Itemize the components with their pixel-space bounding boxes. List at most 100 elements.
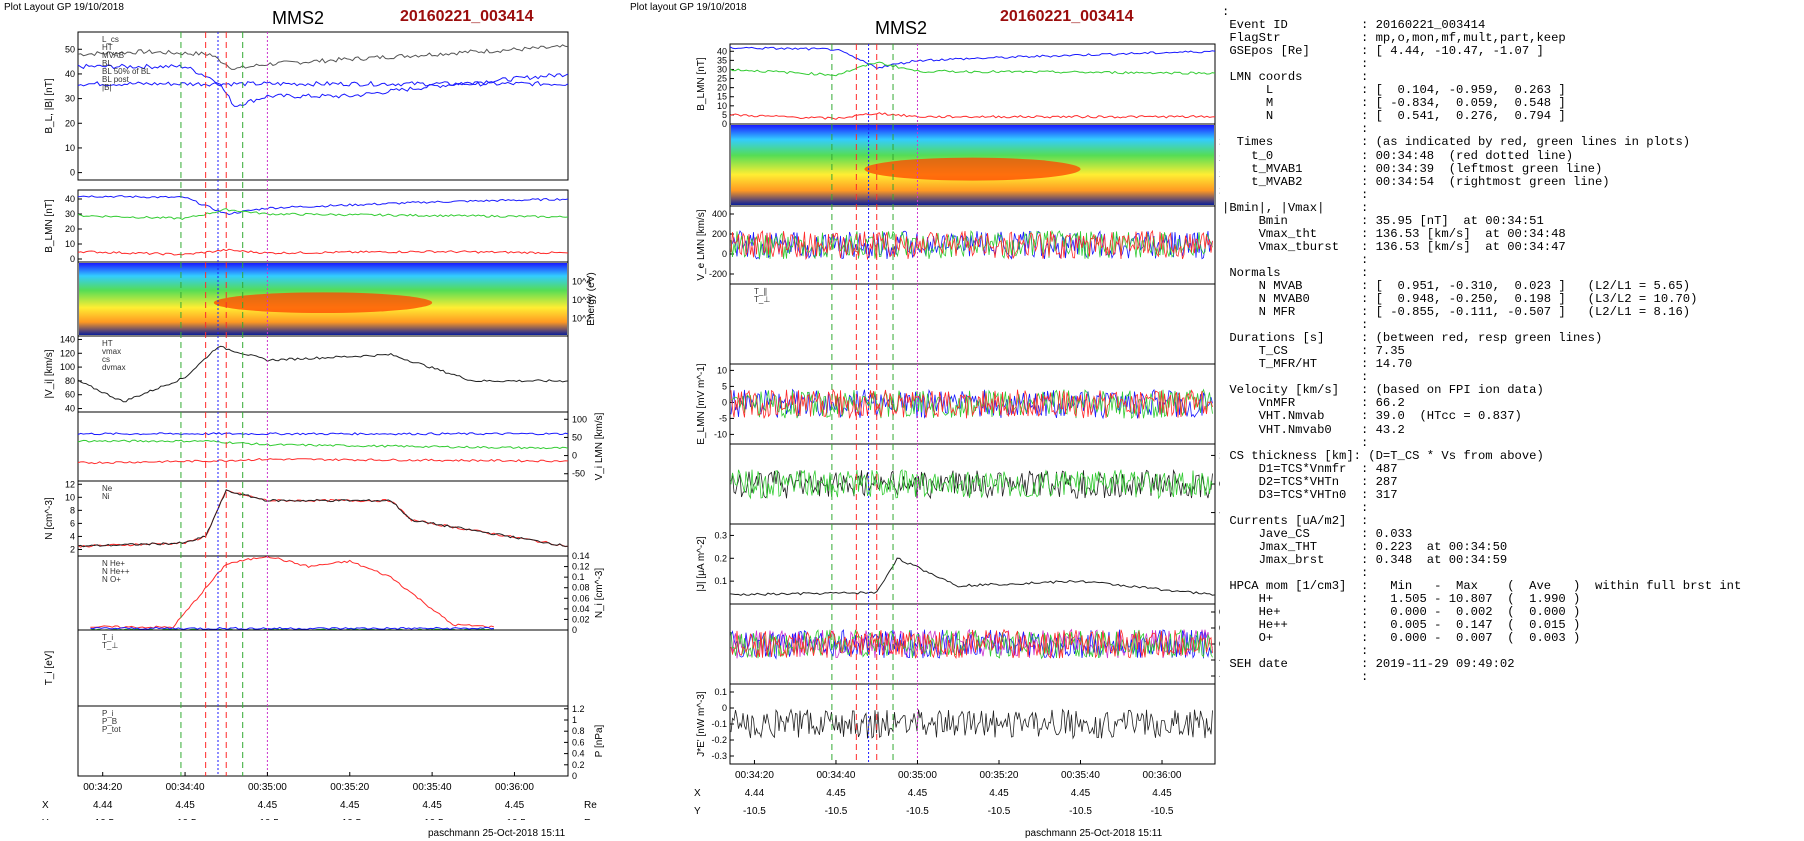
series-n-he- xyxy=(90,555,495,629)
coord-value: -10.5 xyxy=(825,806,848,817)
panel-frame xyxy=(729,443,1216,525)
coord-value: 4.45 xyxy=(1071,788,1091,799)
info-line: : xyxy=(1222,370,1369,385)
info-line: : xyxy=(1222,435,1369,450)
y-axis-label: V_i LMN [km/s] xyxy=(594,412,605,480)
series-v-m xyxy=(77,439,569,450)
x-tick-label: 00:36:00 xyxy=(495,782,534,793)
info-line: N MVAB : [ 0.951, -0.310, 0.023 ] (L2/L1… xyxy=(1222,278,1691,293)
y-axis-label: T_i [eV] xyxy=(44,651,55,686)
y-axis-label: |V_i| [km/s] xyxy=(44,349,55,398)
y-tick-label: 0.2 xyxy=(572,760,585,770)
coord-value: 4.45 xyxy=(989,788,1009,799)
coord-label: Y xyxy=(694,806,701,817)
series--j- xyxy=(729,557,1216,596)
y-tick-label: 20 xyxy=(717,83,727,93)
coord-value: -10.5 xyxy=(174,818,197,820)
coord-value: 4.45 xyxy=(1152,788,1172,799)
panel-8: -0.2-0.100.10.2J [μA m^-2] xyxy=(729,603,1220,685)
x-tick-label: 00:35:40 xyxy=(1061,770,1100,781)
x-tick-label: 00:34:40 xyxy=(166,782,205,793)
legend-entry: N He++ xyxy=(102,567,130,576)
y-axis-label: B_LMN [nT] xyxy=(696,57,707,111)
info-line: t_MVAB1 : 00:34:39 (leftmost green line) xyxy=(1222,161,1603,176)
coord-value: -10.5 xyxy=(1069,806,1092,817)
panel-9: 00.20.4 0.60.811.2 P [nPa] P_iP_BP_tot xyxy=(77,704,605,781)
y-tick-label: 0 xyxy=(572,771,577,781)
panel-frame xyxy=(729,283,1216,365)
info-line: : xyxy=(1222,122,1369,137)
info-line: He++ : 0.005 - 0.147 ( 0.015 ) xyxy=(1222,618,1581,633)
legend-entry: T_∥ xyxy=(754,287,767,296)
info-line: : xyxy=(1222,644,1369,659)
y-tick-label: 1 xyxy=(572,715,577,725)
coord-value: -10.5 xyxy=(421,818,444,820)
series-b-n xyxy=(729,112,1216,120)
info-line: FlagStr : mp,o,mon,mf,mult,part,keep xyxy=(1222,31,1566,46)
energy-axis-label: Energy (eV) xyxy=(586,272,597,325)
info-line: SEH date : 2019-11-29 09:49:02 xyxy=(1222,657,1515,672)
info-line: Normals : xyxy=(1222,265,1369,280)
series-b-m xyxy=(729,61,1216,77)
y-tick-label: 60 xyxy=(65,390,75,400)
x-tick-label: 00:36:00 xyxy=(1143,770,1182,781)
y-axis-label: E_LMN [mV m^-1] xyxy=(696,363,707,445)
info-line: t_MVAB2 : 00:34:54 (rightmost green line… xyxy=(1222,174,1610,189)
energy-tick-label: 10^2 xyxy=(572,314,591,324)
coord-value: 4.45 xyxy=(422,800,442,811)
info-line: L : [ 0.104, -0.959, 0.263 ] xyxy=(1222,83,1566,98)
coord-value: 4.45 xyxy=(340,800,360,811)
panel-frame xyxy=(77,555,569,631)
y-axis-label: N_i [cm^-3] xyxy=(594,568,605,618)
info-line: |Bmin|, |Vmax| : xyxy=(1222,200,1369,215)
series-v-n xyxy=(77,457,569,465)
series-j-m xyxy=(730,629,1213,660)
y-tick-label: 20 xyxy=(65,224,75,234)
y-axis-label: V_e LMN [km/s] xyxy=(696,209,707,280)
y-tick-label: 10 xyxy=(1219,450,1220,460)
legend-entry: HT xyxy=(102,339,113,348)
coord-unit: Re xyxy=(584,800,597,811)
y-tick-label: -200 xyxy=(709,269,727,279)
legend-entry: L_cs xyxy=(102,35,119,44)
series--b- xyxy=(77,44,569,70)
panel-8: T_i [eV] T_iT_⊥ xyxy=(44,629,569,707)
info-line: H+ : 1.505 - 10.807 ( 1.990 ) xyxy=(1222,592,1581,607)
panel-5: -10 -5 0 5 10 E_LMN [mV m^-1] xyxy=(696,363,1216,445)
y-tick-label: 4 xyxy=(70,531,75,541)
coord-value: -10.5 xyxy=(338,818,361,820)
info-line: D3=TCS*VHTn0 : 317 xyxy=(1222,487,1398,502)
legend-entry: MVAB xyxy=(102,51,124,60)
panel-6: -10010E_M [mV m^-1] xyxy=(729,443,1220,525)
series-v-n xyxy=(730,229,1213,261)
legend-entry: BL xyxy=(102,59,112,68)
panel-4: T_e [eV]T_∥T_⊥ xyxy=(729,283,1216,365)
energy-tick-label: 10^2 xyxy=(1219,169,1220,179)
y-tick-label: 100 xyxy=(572,414,587,424)
y-tick-label: 0 xyxy=(722,397,727,407)
y-tick-label: 30 xyxy=(65,209,75,219)
panel-2: Energy (eV)10^110^210^310^4 xyxy=(729,123,1220,207)
series-e-n xyxy=(730,388,1213,419)
panel-3: Energy (eV)10^2 10^3 10^4 xyxy=(77,261,597,337)
y-tick-label: 0 xyxy=(722,703,727,713)
y-tick-label: 0 xyxy=(1219,479,1220,489)
info-line: : xyxy=(1222,566,1369,581)
energy-tick-label: 10^4 xyxy=(1219,136,1220,146)
info-line: M : [ -0.834, 0.059, 0.548 ] xyxy=(1222,96,1566,111)
info-line: : xyxy=(1222,670,1369,685)
x-tick-label: 00:34:20 xyxy=(83,782,122,793)
y-tick-label: 0.8 xyxy=(572,726,585,736)
y-tick-label: 0.04 xyxy=(572,604,590,614)
panel-9: -0.3 -0.2 -0.1 0 0.1 J*E' [nW m^-3] xyxy=(696,683,1216,765)
legend-entry: P_B xyxy=(102,717,117,726)
y-tick-label: 2 xyxy=(70,544,75,554)
y-tick-label: 120 xyxy=(60,348,75,358)
y-tick-label: 0.1 xyxy=(714,576,727,586)
info-line: Times : (as indicated by red, green line… xyxy=(1222,135,1691,150)
y-tick-label: 8 xyxy=(70,505,75,515)
info-line: t_0 : 00:34:48 (red dotted line) xyxy=(1222,148,1574,163)
info-line: D2=TCS*VHTn : 287 xyxy=(1222,474,1398,489)
